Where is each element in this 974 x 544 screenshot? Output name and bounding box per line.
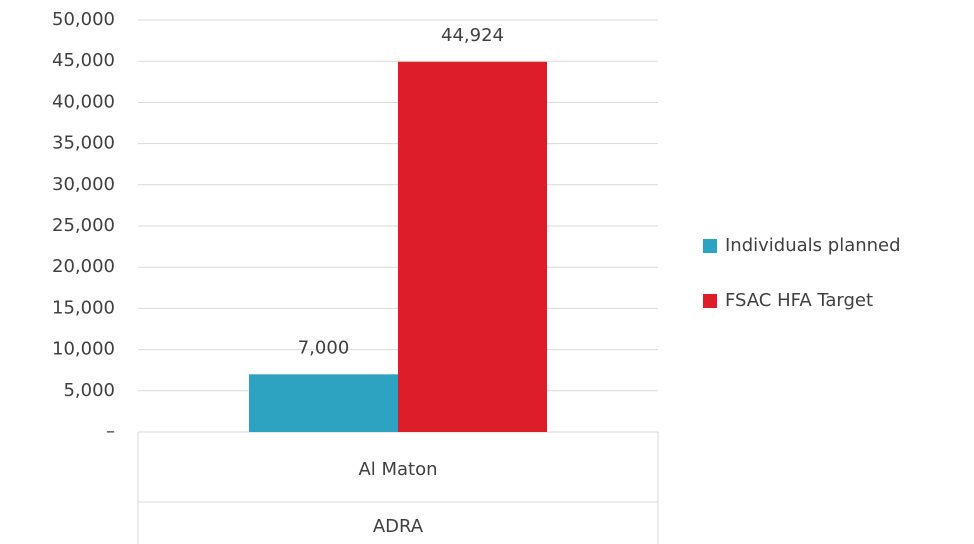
y-tick-label: – xyxy=(106,421,115,442)
y-tick-label: 10,000 xyxy=(52,339,115,360)
y-tick-label: 35,000 xyxy=(52,133,115,154)
y-tick-label: 25,000 xyxy=(52,215,115,236)
legend-swatch xyxy=(703,294,717,308)
y-tick-label: 15,000 xyxy=(52,297,115,318)
y-tick-label: 5,000 xyxy=(63,380,115,401)
legend-label: FSAC HFA Target xyxy=(725,290,873,311)
y-tick-label: 45,000 xyxy=(52,50,115,71)
legend-label: Individuals planned xyxy=(725,235,901,256)
value-label: 44,924 xyxy=(441,25,504,46)
y-tick-label: 30,000 xyxy=(52,174,115,195)
group-label: ADRA xyxy=(373,516,424,537)
x-tick-label: Al Maton xyxy=(358,459,437,480)
y-tick-label: 50,000 xyxy=(52,9,115,30)
y-tick-label: 40,000 xyxy=(52,91,115,112)
y-tick-label: 20,000 xyxy=(52,256,115,277)
bar xyxy=(398,61,547,433)
value-label: 7,000 xyxy=(298,337,350,358)
bar xyxy=(249,374,398,432)
legend-swatch xyxy=(703,239,717,253)
